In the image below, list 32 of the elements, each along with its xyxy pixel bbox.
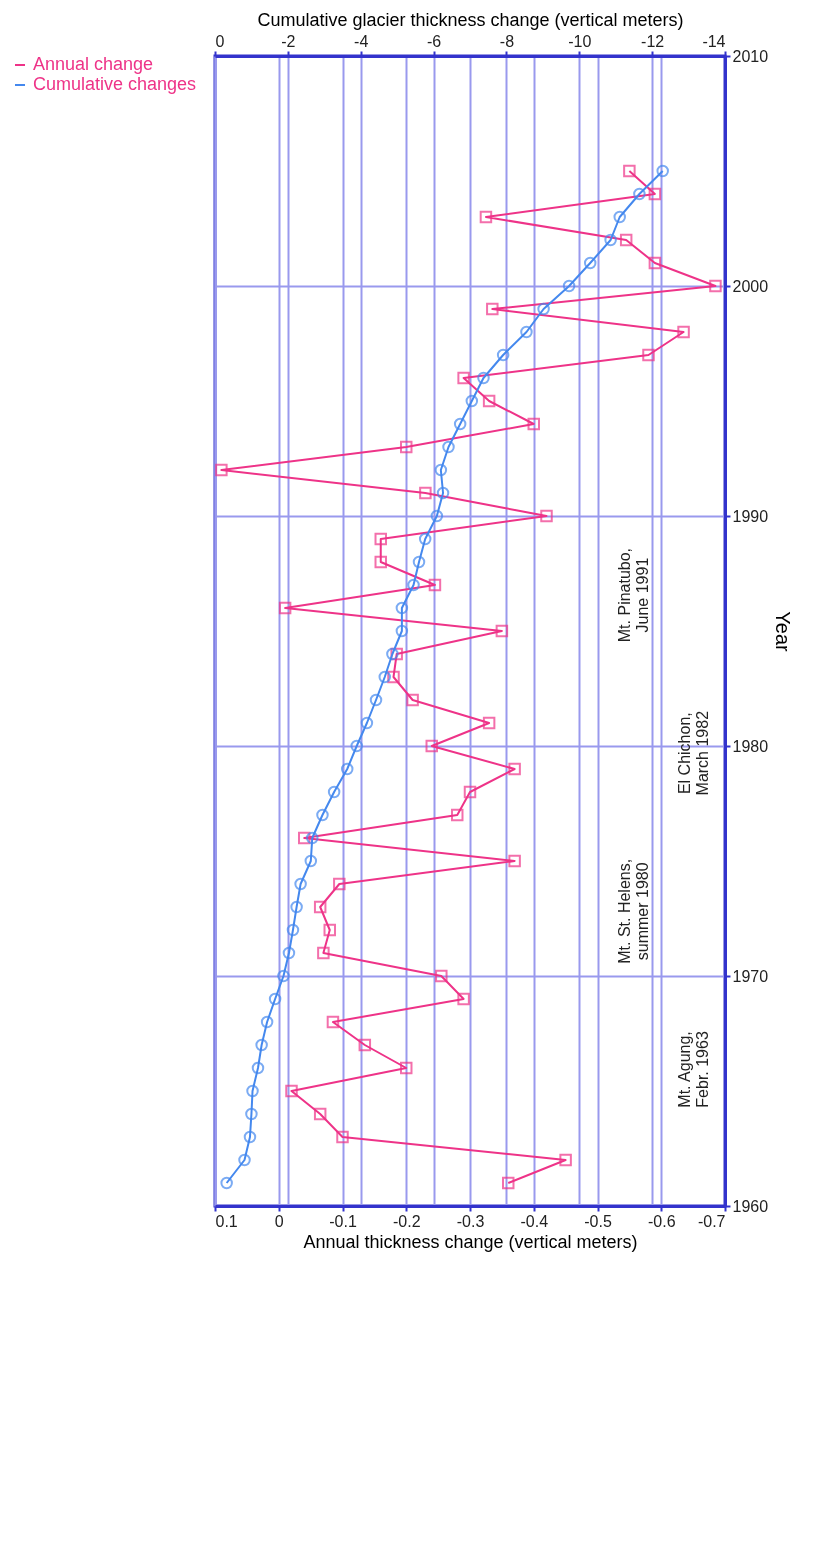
x-tick-label: 0.1 (215, 1212, 238, 1230)
y-tick-label: 1990 (732, 507, 769, 525)
annotation: Mt. Pinatubo, June 1991 (616, 547, 651, 643)
x-tick-label: -0.4 (520, 1212, 549, 1230)
x-tick-label: -0.3 (456, 1212, 485, 1230)
legend-label: Cumulative changes (33, 74, 197, 94)
x-axis-title: Annual thickness change (vertical meters) (303, 1231, 638, 1252)
y-tick-label: 2000 (732, 277, 769, 295)
annotation: El Chichon, March 1982 (676, 710, 711, 796)
x2-tick-label: 0 (215, 32, 225, 50)
x-tick-label: -0.6 (647, 1212, 676, 1230)
y-tick-label: 1960 (732, 1197, 769, 1215)
x-tick-label: -0.7 (697, 1212, 726, 1230)
x2-tick-label: -14 (702, 32, 726, 50)
x2-tick-label: -2 (281, 32, 296, 50)
x-tick-label: -0.5 (584, 1212, 612, 1230)
x-tick-label: -0.1 (329, 1212, 357, 1230)
x-tick-label: -0.2 (392, 1212, 421, 1230)
y-tick-label: 1980 (732, 737, 769, 755)
x2-tick-label: -8 (499, 32, 515, 50)
x2-tick-label: -10 (568, 32, 592, 50)
x2-tick-label: -4 (354, 32, 369, 50)
legend-label: Annual change (33, 54, 154, 74)
y-tick-label: 2010 (732, 47, 769, 65)
x2-axis-title: Cumulative glacier thickness change (vertical meters) (257, 9, 684, 30)
x2-tick-label: -12 (641, 32, 665, 50)
annotation: Mt. Agung, Febr. 1963 (676, 1031, 711, 1108)
annotation: Mt. St. Helens, summer 1980 (616, 858, 651, 964)
y-axis-title: Year (772, 611, 795, 653)
y-tick-label: 1970 (732, 967, 769, 985)
x-tick-label: 0 (274, 1212, 284, 1230)
x2-tick-label: -6 (426, 32, 442, 50)
